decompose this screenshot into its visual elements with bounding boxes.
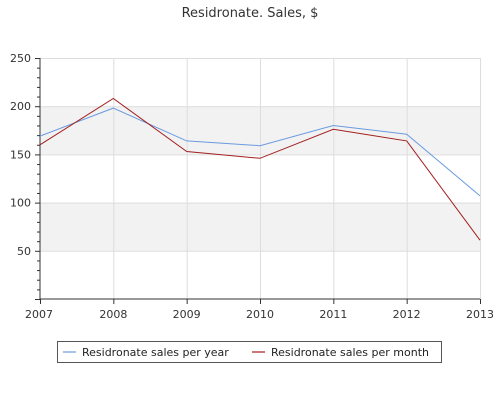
- legend-label-series-1: Residronate sales per year: [82, 346, 229, 359]
- y-tick-label: 200: [10, 100, 31, 113]
- chart-title: Residronate. Sales, $: [182, 6, 319, 21]
- y-tick-label: 250: [10, 52, 31, 65]
- x-tick-label: 2009: [173, 308, 201, 321]
- x-axis-ticks: 2007 2008 2009 2010 2011 2012 2013: [25, 299, 494, 321]
- x-tick-label: 2011: [319, 308, 347, 321]
- y-tick-label: 150: [10, 148, 31, 161]
- series-lines: [39, 97, 481, 241]
- x-tick-label: 2013: [466, 308, 494, 321]
- x-tick-label: 2008: [99, 308, 127, 321]
- y-tick-label: 50: [17, 245, 31, 258]
- x-tick-label: 2010: [246, 308, 274, 321]
- y-tick-label: 100: [10, 197, 31, 210]
- series-line-2: [39, 97, 481, 241]
- legend: Residronate sales per year Residronate s…: [57, 341, 442, 363]
- x-tick-label: 2012: [393, 308, 421, 321]
- series-line-1: [39, 107, 481, 197]
- legend-box: [57, 341, 442, 363]
- legend-label-series-2: Residronate sales per month: [271, 346, 429, 359]
- grid-lines: [40, 58, 481, 299]
- y-axis-ticks: 50 100 150 200 250: [10, 52, 40, 300]
- x-tick-label: 2007: [25, 308, 53, 321]
